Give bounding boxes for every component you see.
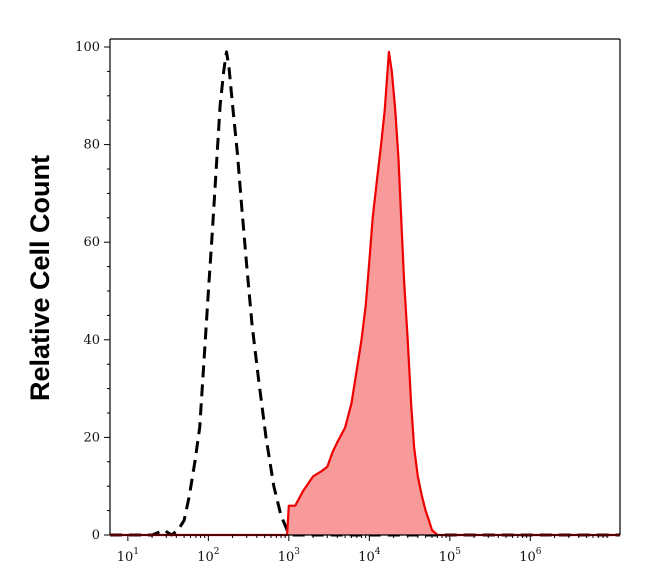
x-tick-label-100: 102 xyxy=(197,547,219,565)
y-tick-label-100: 100 xyxy=(75,40,100,55)
series-1-line xyxy=(110,50,620,537)
x-tick-label-100000: 105 xyxy=(439,547,462,565)
y-tick-label-0: 0 xyxy=(92,528,100,543)
y-tick-label-80: 80 xyxy=(83,138,100,153)
series-layer xyxy=(110,50,620,537)
y-tick-label-20: 20 xyxy=(83,430,100,445)
y-tick-label-40: 40 xyxy=(83,333,100,348)
series-0-line xyxy=(110,50,620,537)
axes-layer xyxy=(104,38,621,541)
labels-layer: 0 20 40 60 80 100 101 102 103 104 105 106 Relative C… xyxy=(25,40,542,565)
x-tick-label-10: 101 xyxy=(117,547,139,565)
y-axis-title: Relative Cell Count xyxy=(25,155,55,401)
series-1-fill xyxy=(110,51,620,536)
y-tick-label-60: 60 xyxy=(83,235,100,250)
x-tick-label-1000: 103 xyxy=(278,547,301,565)
x-tick-label-1000000: 106 xyxy=(519,547,542,565)
x-tick-label-10000: 104 xyxy=(358,547,381,565)
